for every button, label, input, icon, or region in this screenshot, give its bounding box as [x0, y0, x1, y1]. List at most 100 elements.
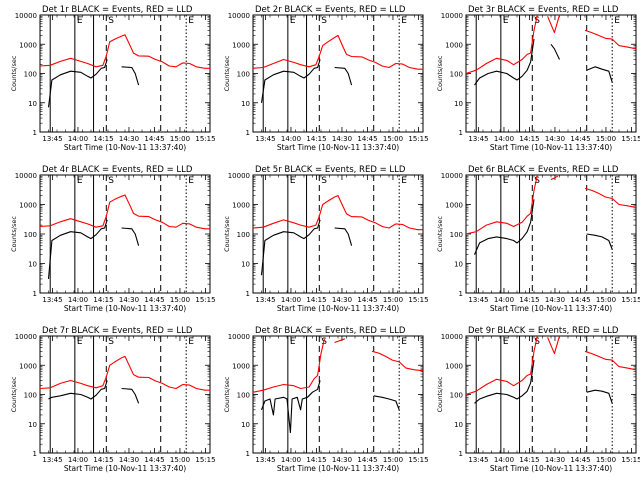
y-tick-label: 100: [450, 392, 463, 400]
x-tick-label: 14:00: [281, 456, 301, 464]
events-series-line: [550, 43, 560, 60]
x-tick-label: 14:15: [93, 135, 113, 143]
x-tick-label: 13:45: [255, 296, 275, 304]
x-tick-label: 13:45: [42, 296, 62, 304]
detector-panel: Det 9r BLACK = Events, RED = LLD 1 10 100 10…: [436, 326, 640, 473]
x-tick-label: 13:45: [468, 135, 488, 143]
y-tick-label: 1: [459, 290, 463, 298]
y-axis-label: Counts/sec: [10, 55, 18, 91]
y-tick-label: 100: [24, 231, 37, 239]
lld-series-line: [40, 355, 210, 391]
y-tick-label: 10: [454, 421, 463, 429]
y-tick-label: 1000: [445, 202, 463, 210]
event-marker-label: E: [401, 337, 407, 347]
y-tick-label: 1: [246, 290, 250, 298]
lld-series-line: [253, 34, 423, 70]
event-marker-label: E: [77, 176, 83, 186]
x-tick-label: 14:15: [93, 296, 113, 304]
detector-panel: Det 4r BLACK = Events, RED = LLD 1 10 100 10…: [10, 165, 216, 313]
series-group: [466, 336, 636, 404]
y-tick-label: 100: [237, 392, 250, 400]
panel-title: Det 6r BLACK = Events, RED = LLD: [468, 165, 619, 175]
lld-series-line: [371, 350, 423, 372]
x-axis-label: Start Time (10-Nov-11 13:37:40): [490, 464, 612, 473]
event-marker-label: E: [290, 16, 296, 26]
y-tick-label: 10: [454, 100, 463, 108]
x-axis-label: Start Time (10-Nov-11 13:37:40): [64, 143, 186, 152]
x-tick-label: 14:15: [306, 296, 326, 304]
plot-frame: [252, 335, 424, 454]
y-tick-label: 1000: [19, 202, 37, 210]
x-tick-label: 14:00: [68, 456, 88, 464]
x-tick-label: 14:30: [119, 296, 139, 304]
x-tick-label: 13:45: [468, 296, 488, 304]
lld-series-line: [466, 175, 538, 235]
event-marker-label: E: [77, 16, 83, 26]
y-tick-label: 1000: [19, 41, 37, 49]
events-series-line: [473, 199, 535, 255]
x-tick-label: 15:15: [621, 135, 640, 143]
x-tick-label: 15:15: [195, 456, 215, 464]
y-tick-label: 10000: [15, 172, 37, 180]
y-tick-label: 1000: [232, 202, 250, 210]
x-tick-label: 15:15: [195, 296, 215, 304]
panel-title: Det 2r BLACK = Events, RED = LLD: [255, 5, 406, 15]
x-tick-label: 14:30: [119, 456, 139, 464]
x-tick-label: 15:00: [383, 135, 403, 143]
panel-title: Det 9r BLACK = Events, RED = LLD: [468, 326, 619, 336]
event-marker-label: S: [534, 176, 540, 186]
y-tick-label: 10000: [441, 12, 463, 20]
y-tick-label: 10: [28, 100, 37, 108]
x-tick-label: 14:00: [281, 296, 301, 304]
series-group: [466, 175, 636, 255]
lld-series-line: [584, 29, 636, 50]
x-tick-label: 13:45: [255, 456, 275, 464]
x-tick-label: 14:15: [519, 456, 539, 464]
detector-panel: Det 1r BLACK = Events, RED = LLD 1 10 100 10…: [10, 5, 216, 152]
events-series-line: [121, 227, 140, 246]
x-axis-label: Start Time (10-Nov-11 13:37:40): [277, 143, 399, 152]
x-tick-label: 14:15: [519, 296, 539, 304]
events-series-line: [586, 233, 613, 250]
x-axis-label: Start Time (10-Nov-11 13:37:40): [64, 304, 186, 313]
x-axis-label: Start Time (10-Nov-11 13:37:40): [277, 304, 399, 313]
y-tick-label: 10: [241, 421, 250, 429]
y-axis-label: Counts/sec: [223, 376, 231, 412]
x-tick-label: 15:00: [383, 296, 403, 304]
y-tick-label: 1: [33, 450, 37, 458]
events-series-line: [586, 389, 613, 404]
lld-series-line: [584, 187, 636, 208]
event-marker-label: E: [290, 337, 296, 347]
y-axis-label: Counts/sec: [223, 216, 231, 252]
detector-panel: Det 8r BLACK = Events, RED = LLD 1 10 100 10…: [223, 326, 429, 473]
y-tick-label: 1000: [19, 362, 37, 370]
y-tick-label: 10: [28, 421, 37, 429]
x-axis-label: Start Time (10-Nov-11 13:37:40): [64, 464, 186, 473]
events-series-line: [474, 360, 535, 404]
y-tick-label: 10000: [228, 333, 250, 341]
plot-frame: [465, 174, 637, 294]
events-series-line: [260, 219, 321, 276]
series-group: [40, 355, 210, 404]
x-tick-label: 14:45: [144, 296, 164, 304]
x-tick-label: 14:30: [545, 456, 565, 464]
x-tick-label: 14:30: [119, 135, 139, 143]
event-marker-label: S: [108, 176, 114, 186]
x-tick-label: 14:45: [570, 456, 590, 464]
x-tick-label: 14:30: [332, 135, 352, 143]
events-series-line: [121, 66, 140, 86]
series-group: [40, 194, 210, 279]
lld-series-line: [334, 338, 345, 344]
x-tick-label: 14:45: [144, 456, 164, 464]
y-tick-label: 1: [33, 290, 37, 298]
y-tick-label: 1: [246, 450, 250, 458]
panel-title: Det 7r BLACK = Events, RED = LLD: [42, 326, 193, 336]
y-tick-label: 10000: [228, 172, 250, 180]
x-tick-label: 14:45: [570, 135, 590, 143]
lld-series-line: [547, 15, 561, 34]
panel-title: Det 8r BLACK = Events, RED = LLD: [255, 326, 406, 336]
y-tick-label: 100: [450, 71, 463, 79]
event-marker-label: E: [188, 176, 194, 186]
y-tick-label: 100: [237, 71, 250, 79]
x-tick-label: 14:45: [144, 135, 164, 143]
